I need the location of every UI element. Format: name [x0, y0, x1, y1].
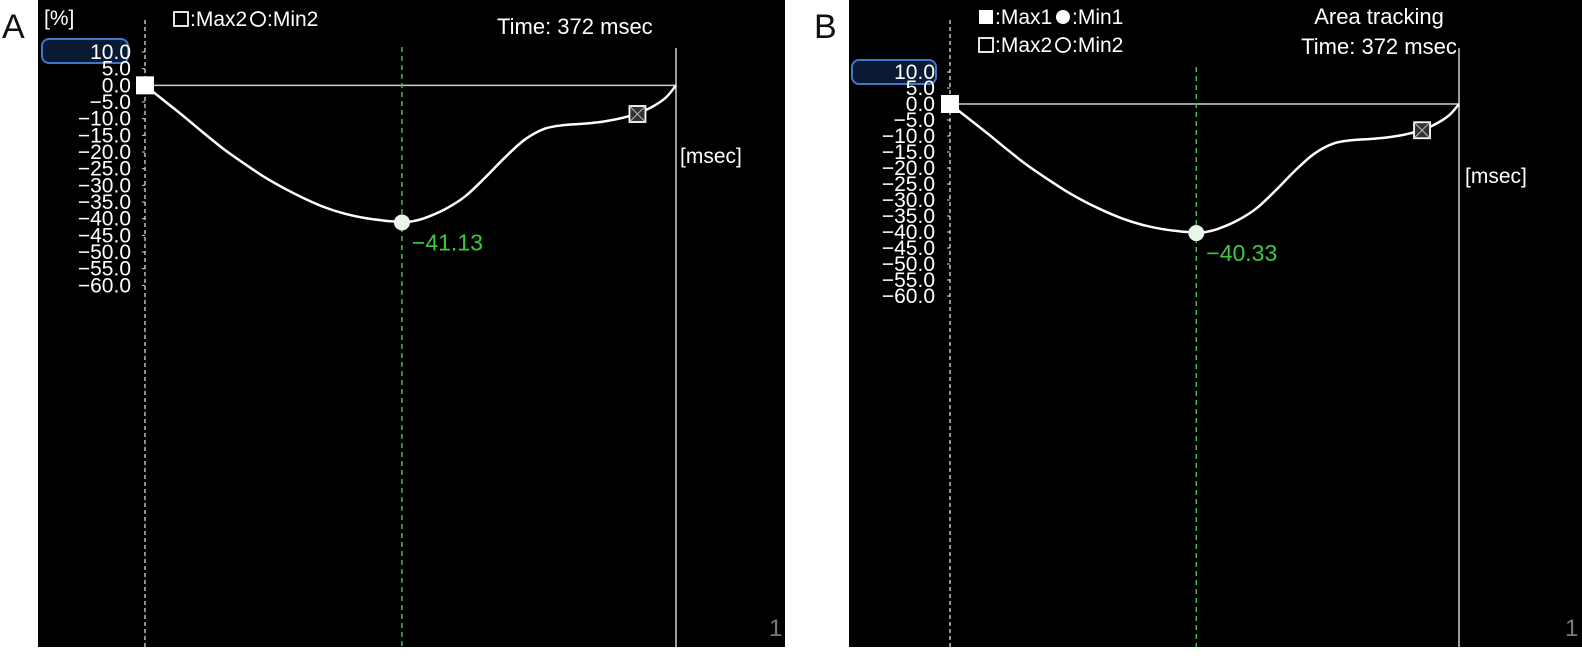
y-tick-label: −45.0: [882, 237, 935, 260]
selected-scale-box: [851, 59, 937, 85]
legend-label: :Min2: [1072, 34, 1123, 57]
legend-marker: [173, 11, 189, 27]
y-tick-label: −40.0: [78, 208, 131, 231]
selected-scale-box: [41, 38, 129, 64]
y-tick-label: 10.0: [894, 61, 935, 84]
strain-chart-panel-a: 10.0 5.0 0.0 −5.0 −10.0 −15.0 −20.0 −25.0 −30.0−…: [38, 0, 785, 647]
legend-marker: [250, 11, 266, 27]
y-tick-label: −20.0: [78, 141, 131, 164]
y-tick-label: −20.0: [882, 157, 935, 180]
y-tick-label: −5.0: [894, 109, 935, 132]
legend-label: :Max2: [190, 8, 247, 31]
y-tick-label: 10.0: [90, 41, 131, 64]
corner-label: 1: [1565, 615, 1578, 642]
panel-letter: B: [814, 8, 837, 46]
max1-marker: [136, 76, 154, 95]
legend-label: :Min2: [267, 8, 318, 31]
peak-value-label: −41.13: [412, 229, 483, 255]
y-tick-label: −45.0: [78, 224, 131, 247]
y-tick-label: −25.0: [78, 158, 131, 181]
legend-marker: [978, 37, 994, 53]
y-tick-label: −55.0: [882, 269, 935, 292]
header-text: Area tracking: [1314, 4, 1444, 29]
y-unit-label: [%]: [44, 7, 74, 30]
y-tick-label: −60.0: [78, 274, 131, 297]
x-unit-label: [msec]: [680, 145, 742, 168]
strain-curve: [144, 84, 677, 224]
min-marker: [393, 214, 410, 231]
max2-marker-hatch: [629, 105, 646, 123]
y-tick-label: −35.0: [882, 205, 935, 228]
strain-curve: [949, 103, 1460, 235]
y-tick-label: 0.0: [102, 74, 131, 97]
y-tick-label: −50.0: [882, 253, 935, 276]
peak-value-label: −40.33: [1206, 240, 1277, 266]
y-tick-label: −10.0: [78, 108, 131, 131]
y-tick-label: −15.0: [78, 124, 131, 147]
legend-label: :Max2: [995, 34, 1052, 57]
y-tick-label: −50.0: [78, 241, 131, 264]
y-tick-label: −10.0: [882, 125, 935, 148]
y-tick-label: −55.0: [78, 258, 131, 281]
y-tick-label: −25.0: [882, 173, 935, 196]
strain-chart-panel-b: 10.0 5.0 0.0 −5.0 −10.0 −15.0 −20.0 −25.0 −30.0−…: [849, 0, 1582, 647]
y-tick-label: 5.0: [906, 77, 935, 100]
legend-label: :Max1: [995, 6, 1052, 29]
y-tick-label: −30.0: [78, 174, 131, 197]
y-tick-label: −5.0: [90, 91, 131, 114]
y-tick-label: −15.0: [882, 141, 935, 164]
y-tick-label: −40.0: [882, 221, 935, 244]
header-text: Time: 372 msec: [497, 14, 653, 39]
legend-label: :Min1: [1072, 6, 1123, 29]
legend-marker: [979, 10, 993, 24]
strain-chart-a: 10.05.00.0−5.0−10.0−15.0−20.0−25.0−30.0−…: [41, 7, 782, 647]
y-tick-label: −60.0: [882, 285, 935, 308]
header-text: Time: 372 msec: [1301, 34, 1457, 59]
legend-marker: [1055, 37, 1071, 53]
y-tick-label: 5.0: [102, 58, 131, 81]
y-tick-label: −30.0: [882, 189, 935, 212]
panel-letter: A: [2, 8, 25, 46]
y-tick-label: −35.0: [78, 191, 131, 214]
y-tick-label: 0.0: [906, 93, 935, 116]
legend-marker: [1056, 10, 1070, 24]
x-unit-label: [msec]: [1465, 165, 1527, 188]
max1-marker: [941, 95, 959, 113]
corner-label: 1: [769, 615, 782, 642]
min-marker: [1188, 225, 1205, 242]
max2-marker-hatch: [1413, 121, 1431, 139]
strain-chart-b: 10.05.00.0−5.0−10.0−15.0−20.0−25.0−30.0−…: [851, 4, 1578, 647]
